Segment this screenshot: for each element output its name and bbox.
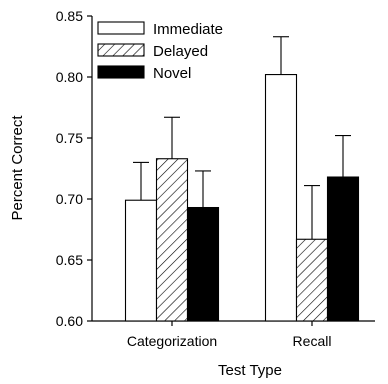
- bar: [326, 176, 360, 322]
- legend-swatch: [97, 43, 145, 57]
- bar: [124, 199, 158, 322]
- x-axis-title: Test Type: [218, 362, 282, 379]
- legend-label: Novel: [153, 65, 191, 82]
- y-tick-label: 0.70: [56, 191, 83, 207]
- y-tick-label: 0.60: [56, 313, 83, 329]
- y-axis-title: Percent Correct: [9, 115, 26, 221]
- x-tick-label: Categorization: [127, 333, 217, 349]
- bar: [264, 74, 298, 322]
- y-tick-label: 0.65: [56, 252, 83, 268]
- bar: [295, 238, 329, 322]
- bar: [155, 158, 189, 322]
- x-tick-label: Recall: [293, 333, 332, 349]
- legend: Immediate Delayed Novel: [97, 21, 223, 82]
- legend-swatch: [97, 21, 145, 35]
- bars: [124, 74, 360, 322]
- y-tick-label: 0.80: [56, 69, 83, 85]
- error-bars: [133, 36, 351, 240]
- y-tick-label: 0.85: [56, 8, 83, 24]
- legend-label: Delayed: [153, 43, 208, 60]
- y-tick-label: 0.75: [56, 130, 83, 146]
- x-axis-ticks: Categorization Recall: [127, 321, 332, 349]
- legend-swatch: [97, 65, 145, 79]
- y-axis-ticks: 0.60 0.65 0.70 0.75 0.80 0.85: [56, 8, 92, 329]
- legend-label: Immediate: [153, 21, 223, 38]
- bar: [186, 206, 220, 322]
